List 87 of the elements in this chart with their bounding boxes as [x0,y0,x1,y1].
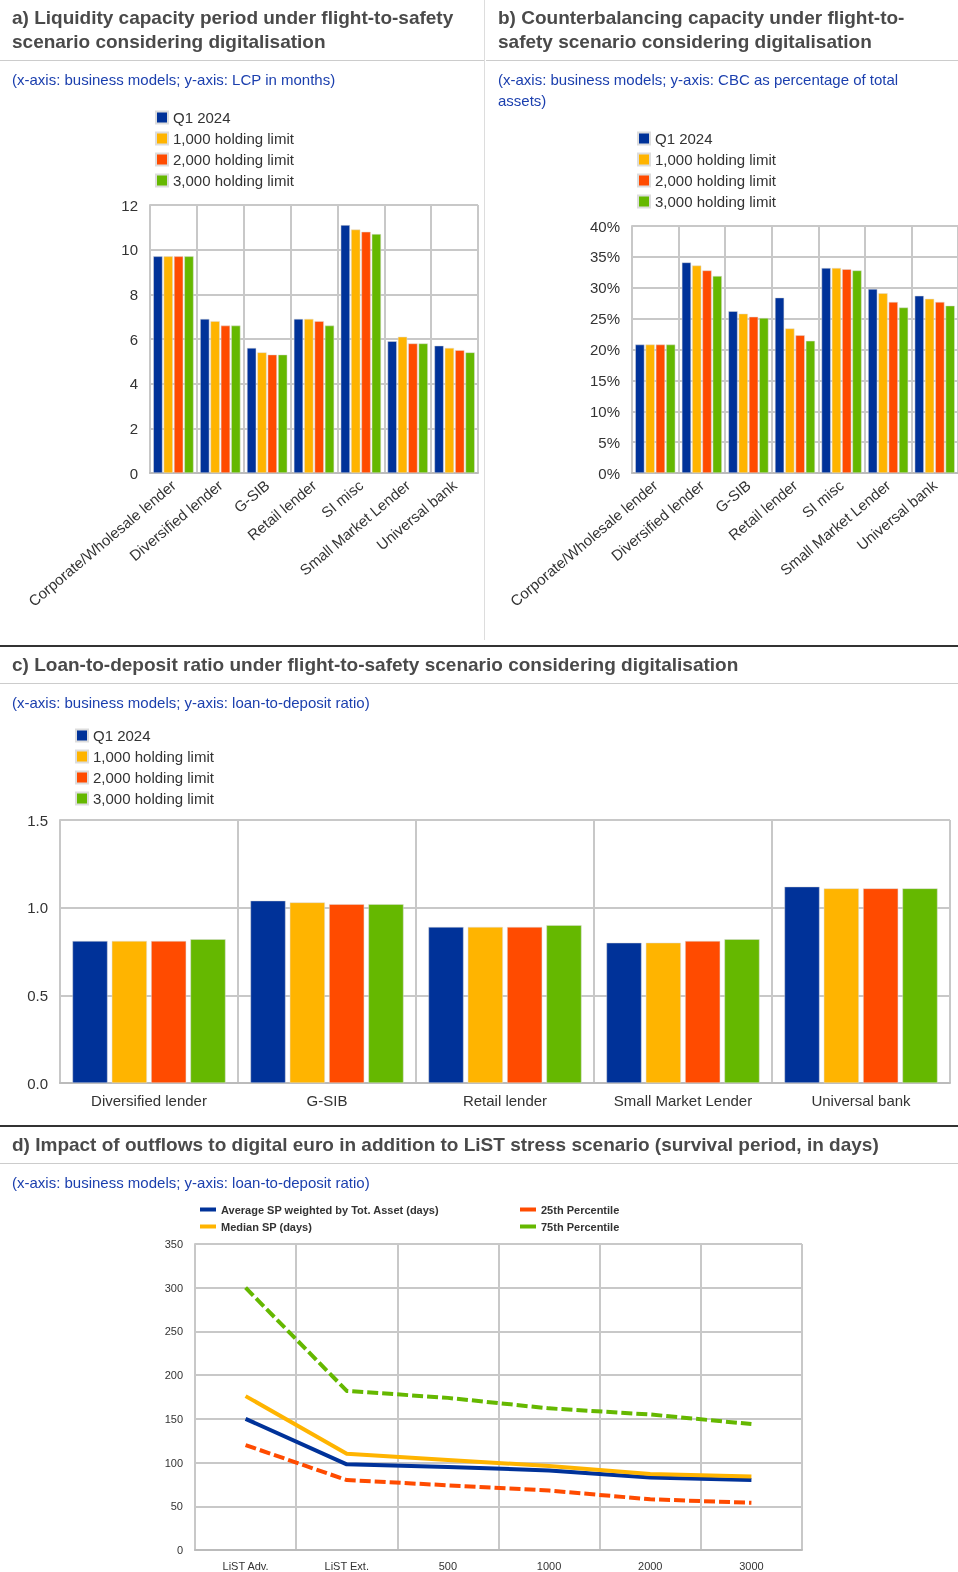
chart-title: b) Counterbalancing capacity under flight-to-safety scenario considering digitalisation [486,0,958,61]
bar [724,939,760,1083]
chart-title: c) Loan-to-deposit ratio under flight-to-safety scenario considering digitalisation [0,647,958,684]
chart-title: d) Impact of outflows to digital euro in addition to LiST stress scenario (survival period, in days) [0,1127,958,1164]
x-tick-label: Universal bank [811,1092,912,1109]
legend-label: 25th Percentile [541,1203,620,1216]
legend-label: 1,000 holding limit [655,151,777,168]
y-tick-label: 50 [170,1500,183,1513]
y-tick-label: 200 [164,1369,183,1382]
chart-subtitle: (x-axis: business models; y-axis: loan-to-deposit ratio) [11,693,371,713]
bar [863,888,899,1083]
bar [111,940,147,1083]
chart-subtitle: (x-axis: business models; y-axis: LCP in months) [11,70,337,90]
y-tick-label: 0 [129,464,138,482]
y-tick-label: 20% [589,341,620,358]
bar [645,942,681,1083]
y-tick-label: 10% [589,402,620,420]
legend-label: 2,000 holding limit [173,151,295,168]
x-tick-label: G-SIB [306,1092,348,1109]
y-tick-label: 100 [164,1456,183,1469]
y-tick-label: 30% [589,279,620,297]
y-tick-label: 300 [164,1281,183,1294]
bar [823,888,859,1083]
chart-subtitle: (x-axis: business models; y-axis: loan-to-deposit ratio) [11,1173,371,1193]
y-tick-label: 0.5 [27,986,48,1004]
y-tick-label: 6 [129,330,138,348]
legend-label: 1,000 holding limit [173,130,295,147]
y-tick-label: 1.5 [27,811,48,829]
y-tick-label: 0.0 [27,1074,48,1092]
legend-label: 3,000 holding limit [173,172,295,189]
bar [467,926,503,1083]
legend-label: 1,000 holding limit [93,748,215,765]
legend-label: Average SP weighted by Tot. Asset (days) [221,1203,439,1216]
line-series [243,1416,754,1483]
legend-label: Q1 2024 [655,130,713,147]
bar [507,926,543,1083]
x-tick-label: 1000 [536,1559,562,1572]
y-tick-label: 12 [121,196,138,214]
y-tick-label: 4 [129,375,138,393]
x-tick-label: Small Market Lender [613,1092,753,1109]
x-tick-label: Diversified lender [91,1092,207,1109]
chart-subtitle: (x-axis: business models; y-axis: CBC as percentage of total assets) [497,70,900,111]
legend-label: 2,000 holding limit [93,769,215,786]
line-series [243,1443,754,1505]
y-tick-label: 25% [589,310,620,328]
bar [606,942,642,1083]
y-tick-label: 10 [121,241,138,259]
bar [685,940,721,1083]
x-tick-label: 500 [438,1559,458,1572]
y-tick-label: 15% [589,371,620,389]
x-tick-label: 3000 [739,1559,764,1572]
y-tick-label: 5% [598,433,620,451]
legend-label: 3,000 holding limit [93,790,215,807]
legend-label: 2,000 holding limit [655,172,777,189]
bar [250,900,286,1083]
y-tick-label: 40% [589,217,620,235]
bar [784,886,820,1083]
bar [289,902,325,1083]
y-tick-label: 250 [164,1325,183,1338]
y-tick-label: 0% [598,464,620,482]
y-tick-label: 1.0 [27,899,48,917]
bar [72,940,108,1083]
bar [428,926,464,1083]
bar [546,925,582,1083]
y-tick-label: 350 [164,1238,183,1250]
chart-title: a) Liquidity capacity period under flight-to-safety scenario considering digitalisation [0,0,484,61]
y-tick-label: 0 [176,1544,183,1556]
line-series [243,1285,754,1427]
legend-label: Median SP (days) [221,1220,313,1233]
bar [329,904,365,1083]
bar [368,904,404,1083]
y-tick-label: 2 [129,419,138,437]
legend-label: 75th Percentile [541,1220,620,1233]
x-tick-label: Retail lender [462,1092,548,1109]
bar [902,888,938,1083]
legend-label: 3,000 holding limit [655,193,777,210]
y-tick-label: 150 [164,1412,183,1425]
x-tick-label: LiST Ext. [324,1559,369,1572]
legend-label: Q1 2024 [93,727,151,744]
x-tick-label: LiST Adv. [222,1559,269,1572]
bar [151,940,187,1083]
legend-label: Q1 2024 [173,109,231,126]
y-tick-label: 8 [129,285,138,303]
x-tick-label: 2000 [638,1559,663,1572]
bar [190,939,226,1083]
y-tick-label: 35% [589,248,620,266]
line-series [243,1394,754,1479]
